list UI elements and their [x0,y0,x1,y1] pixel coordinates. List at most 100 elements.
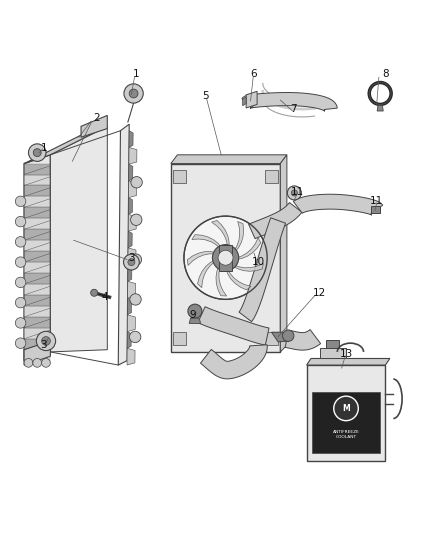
Circle shape [184,216,267,300]
Text: M: M [342,404,350,413]
Circle shape [33,359,42,367]
Text: 1: 1 [132,69,139,79]
Polygon shape [24,350,50,361]
Polygon shape [24,164,50,174]
Circle shape [188,304,202,318]
Polygon shape [307,365,385,462]
Polygon shape [293,194,383,215]
Polygon shape [242,93,337,111]
Polygon shape [237,238,261,260]
Polygon shape [187,252,216,265]
Polygon shape [127,348,135,365]
Polygon shape [24,306,50,317]
Text: 5: 5 [202,91,209,101]
Polygon shape [171,155,287,164]
Polygon shape [377,106,383,111]
Text: 11: 11 [291,187,304,197]
Polygon shape [118,124,129,365]
Circle shape [91,289,98,296]
Circle shape [334,396,358,421]
Text: 9: 9 [189,310,196,320]
Polygon shape [312,392,380,453]
Polygon shape [198,260,215,288]
Polygon shape [24,284,50,295]
Polygon shape [127,332,131,348]
Polygon shape [234,221,244,252]
Circle shape [42,359,50,367]
Polygon shape [24,341,50,365]
Polygon shape [189,318,201,324]
Circle shape [131,214,142,225]
Bar [173,170,186,183]
Circle shape [15,318,26,328]
Polygon shape [24,251,50,262]
Text: 13: 13 [339,349,353,359]
Polygon shape [285,329,321,350]
Circle shape [130,331,141,343]
Polygon shape [320,348,346,359]
Polygon shape [24,219,50,229]
Text: 4: 4 [102,292,109,302]
Polygon shape [127,281,136,298]
Circle shape [124,84,143,103]
Circle shape [36,332,56,351]
Polygon shape [129,131,133,148]
Circle shape [212,245,239,271]
Text: 12: 12 [313,288,326,298]
Circle shape [24,359,33,367]
Polygon shape [243,97,246,106]
Circle shape [287,186,301,200]
Circle shape [15,257,26,268]
Polygon shape [129,148,137,164]
Polygon shape [212,221,229,247]
Text: 3: 3 [128,253,135,263]
Polygon shape [129,181,137,198]
Polygon shape [201,345,267,379]
Polygon shape [81,115,107,138]
Text: 2: 2 [93,112,100,123]
Polygon shape [233,263,263,271]
Circle shape [33,149,41,157]
Polygon shape [272,332,289,342]
Circle shape [130,294,141,305]
Text: 3: 3 [40,341,47,350]
Polygon shape [249,203,302,239]
Text: 7: 7 [290,104,297,114]
Circle shape [130,254,141,265]
Text: ANTIFREEZE
COOLANT: ANTIFREEZE COOLANT [332,430,360,439]
Circle shape [15,277,26,288]
Polygon shape [239,218,286,321]
Circle shape [218,251,233,265]
Polygon shape [24,317,50,328]
Polygon shape [128,248,136,264]
Circle shape [15,237,26,247]
Circle shape [28,144,46,161]
Text: 1: 1 [40,143,47,154]
Circle shape [129,89,138,98]
Circle shape [15,216,26,227]
Circle shape [15,196,26,207]
Polygon shape [192,235,222,248]
Polygon shape [171,164,280,352]
Polygon shape [24,273,50,284]
Polygon shape [24,295,50,306]
Circle shape [15,338,26,349]
Polygon shape [24,207,50,219]
Polygon shape [24,174,50,185]
Circle shape [42,336,50,345]
Circle shape [124,254,139,270]
Text: 6: 6 [251,69,258,79]
Polygon shape [24,328,50,339]
Circle shape [128,259,135,265]
Polygon shape [24,126,107,164]
Polygon shape [50,126,107,352]
Polygon shape [216,266,226,296]
Polygon shape [226,269,251,290]
Polygon shape [24,339,50,350]
Polygon shape [127,315,135,332]
Polygon shape [24,155,50,361]
Polygon shape [128,264,132,281]
Polygon shape [129,164,133,181]
Polygon shape [326,340,339,348]
Polygon shape [24,185,50,197]
